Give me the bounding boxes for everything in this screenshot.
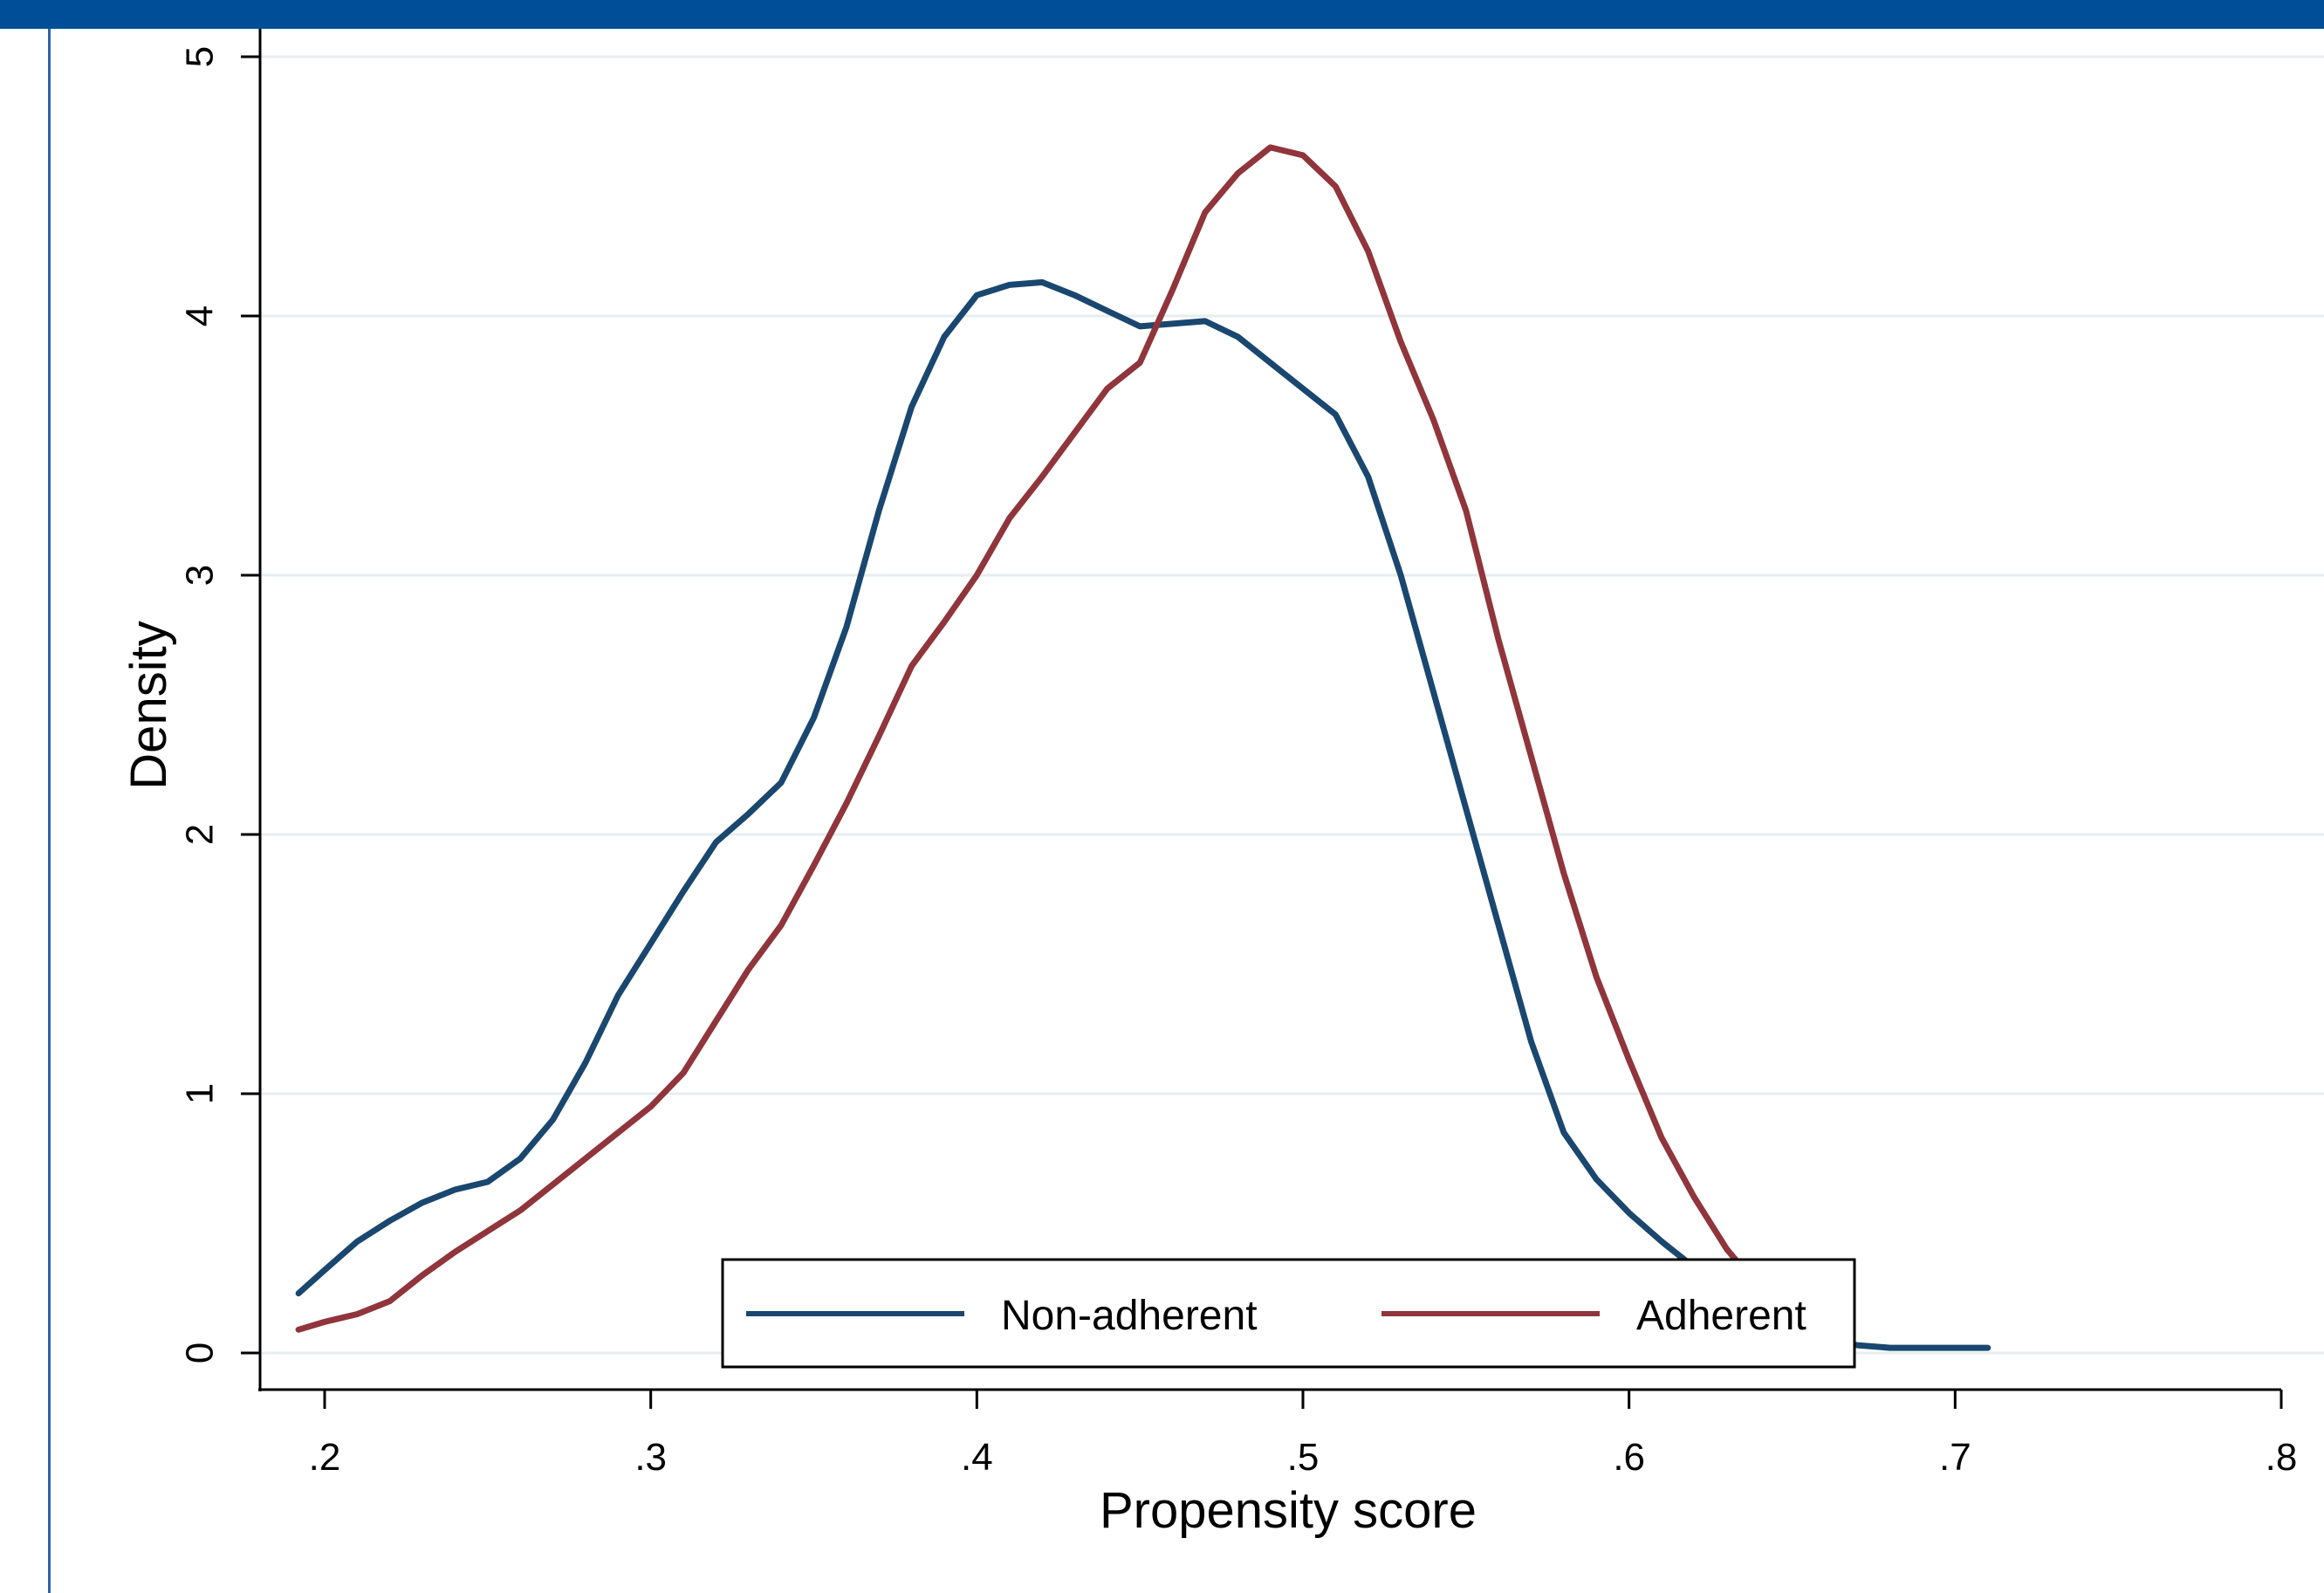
y-axis-title: Density xyxy=(120,621,177,789)
x-axis-title: Propensity score xyxy=(1100,1482,1477,1539)
x-tick-label-2: .4 xyxy=(961,1436,993,1479)
legend: Non-adherent Adherent xyxy=(721,1258,1856,1369)
gridlines xyxy=(260,55,2324,1355)
y-tick-label-2: 2 xyxy=(179,824,222,845)
series-lines xyxy=(295,144,1992,1351)
left-border-rule xyxy=(48,29,51,1593)
y-axis-ticks: 0 1 2 3 4 5 xyxy=(179,46,260,1363)
x-axis-ticks: .2 .3 .4 .5 .6 .7 .8 xyxy=(309,1390,2298,1479)
y-tick-label-3: 3 xyxy=(179,565,222,586)
x-tick-label-1: .3 xyxy=(634,1436,667,1479)
header-bar xyxy=(0,0,2324,29)
x-tick-label-3: .5 xyxy=(1287,1436,1320,1479)
x-tick-label-5: .7 xyxy=(1939,1436,1971,1479)
legend-label-adherent: Adherent xyxy=(1636,1293,1806,1339)
x-tick-label-0: .2 xyxy=(309,1436,341,1479)
x-tick-label-4: .6 xyxy=(1613,1436,1645,1479)
y-tick-label-5: 5 xyxy=(179,46,222,67)
legend-label-non-adherent: Non-adherent xyxy=(1001,1293,1258,1339)
series-line-adherent xyxy=(295,144,1795,1333)
x-tick-label-6: .8 xyxy=(2266,1436,2298,1479)
y-tick-label-4: 4 xyxy=(179,306,222,326)
axes xyxy=(258,29,2281,1391)
y-tick-label-0: 0 xyxy=(179,1342,222,1363)
y-tick-label-1: 1 xyxy=(179,1083,222,1104)
